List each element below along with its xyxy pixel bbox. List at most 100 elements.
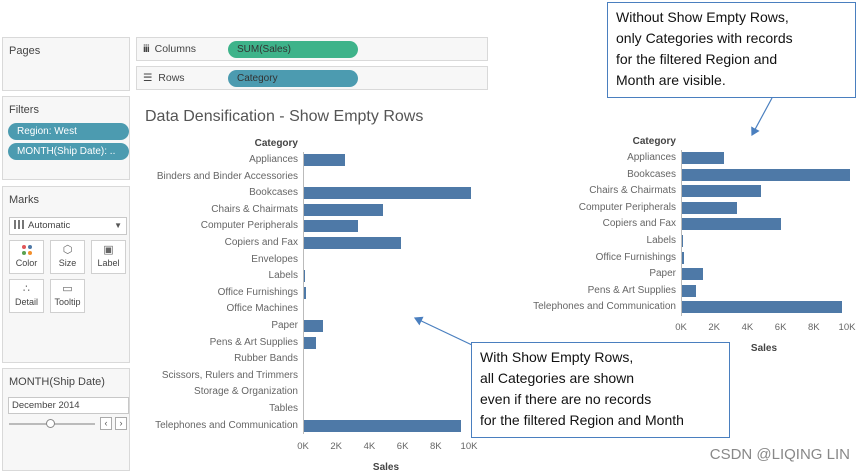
row-header: Category (632, 136, 676, 147)
quick-filter-card: MONTH(Ship Date) December 2014 ‹ › (2, 368, 130, 471)
bar (681, 201, 738, 214)
bar (303, 220, 358, 233)
chart-title: Data Densification - Show Empty Rows (145, 108, 424, 125)
bar (303, 154, 345, 166)
bar-chart-icon (14, 220, 24, 229)
tick-label: 8K (807, 322, 820, 333)
category-label: Rubber Bands (234, 353, 298, 365)
rows-label: Rows (158, 72, 185, 84)
category-label: Chairs & Chairmats (211, 203, 298, 215)
bar (681, 168, 851, 181)
bar (681, 218, 781, 231)
rows-icon: ☰ (143, 72, 153, 84)
category-label: Copiers and Fax (224, 237, 298, 248)
rows-shelf-label: ☰ Rows (143, 72, 185, 84)
slider-handle[interactable] (46, 419, 55, 428)
category-label: Pens & Art Supplies (209, 336, 298, 348)
columns-shelf[interactable]: iii Columns SUM(Sales) (136, 37, 488, 61)
pages-card: Pages (2, 37, 130, 91)
bar (681, 152, 725, 164)
watermark: CSDN @LIQING LIN (709, 446, 850, 463)
tooltip-label: Tooltip (54, 297, 81, 307)
color-icon (10, 241, 43, 258)
detail-icon: ∴ (23, 283, 30, 295)
callout-top-text: Without Show Empty Rows, only Categories… (616, 9, 793, 88)
size-icon: ⬡ (62, 244, 73, 256)
next-button[interactable]: › (115, 417, 127, 430)
category-label: Office Machines (226, 303, 298, 315)
pages-title: Pages (9, 45, 41, 57)
tick-label: 0K (297, 441, 309, 452)
category-label: Binders and Binder Accessories (156, 170, 298, 182)
category-label: Storage & Organization (194, 386, 298, 398)
tick-label: 4K (363, 441, 376, 452)
bar (303, 187, 471, 200)
previous-button[interactable]: ‹ (100, 417, 112, 430)
category-label: Paper (649, 268, 676, 280)
label-icon: ▣ (103, 244, 114, 256)
category-label: Computer Peripherals (578, 201, 676, 213)
category-label: Tables (269, 403, 298, 414)
quick-filter-value-field[interactable]: December 2014 (8, 397, 129, 414)
bar (681, 268, 703, 281)
bar (681, 251, 685, 264)
size-button[interactable]: ⬡ Size (50, 240, 85, 274)
bar (681, 284, 696, 297)
tick-label: 0K (675, 322, 687, 333)
bar (681, 235, 684, 247)
category-label: Appliances (627, 152, 676, 163)
x-axis-label: Sales (372, 462, 400, 473)
category-label: Bookcases (627, 168, 676, 180)
bar (303, 336, 317, 349)
color-label: Color (15, 258, 38, 268)
category-label: Paper (271, 320, 298, 331)
filter-pill-month[interactable]: MONTH(Ship Date): .. (8, 143, 129, 160)
category-label: Telephones and Communication (533, 301, 676, 313)
category-label: Chairs & Chairmats (589, 185, 676, 197)
label-button[interactable]: ▣ Label (91, 240, 126, 274)
tick-label: 6K (396, 441, 409, 452)
filters-card: Filters Region: West MONTH(Ship Date): .… (2, 96, 130, 180)
row-header: Category (254, 138, 298, 149)
tooltip-icon: ▭ (62, 283, 73, 295)
bar (303, 203, 383, 216)
category-label: Pens & Art Supplies (587, 284, 676, 296)
filter-pill-region[interactable]: Region: West (8, 123, 129, 140)
tick-label: 10K (460, 441, 478, 452)
quick-filter-title: MONTH(Ship Date) (9, 376, 105, 388)
tick-label: 10K (838, 322, 856, 333)
tick-label: 2K (708, 322, 720, 333)
detail-label: Detail (14, 297, 38, 307)
tick-label: 8K (429, 441, 442, 452)
callout-bottom: With Show Empty Rows, all Categories are… (471, 342, 730, 438)
arrow-top (751, 97, 773, 137)
tick-label: 4K (741, 322, 754, 333)
bar (681, 185, 761, 198)
columns-icon: iii (143, 43, 150, 55)
rows-shelf[interactable]: ☰ Rows Category (136, 66, 488, 90)
mark-type-dropdown[interactable]: Automatic ▼ (9, 217, 127, 235)
size-label: Size (58, 258, 77, 268)
columns-shelf-label: iii Columns (143, 43, 196, 55)
columns-pill[interactable]: SUM(Sales) (228, 41, 358, 58)
category-label: Telephones and Communication (155, 419, 298, 431)
tooltip-button[interactable]: ▭ Tooltip (50, 279, 85, 313)
mark-type-label: Automatic (28, 220, 71, 231)
category-label: Office Furnishings (217, 286, 298, 298)
category-label: Office Furnishings (595, 251, 676, 263)
color-button[interactable]: Color (9, 240, 44, 274)
bar (303, 237, 401, 249)
x-axis-label: Sales (750, 343, 778, 354)
rows-pill[interactable]: Category (228, 70, 358, 87)
category-label: Computer Peripherals (200, 220, 298, 232)
bar (303, 286, 307, 299)
category-label: Labels (268, 270, 298, 282)
category-label: Copiers and Fax (602, 218, 676, 230)
tick-label: 6K (774, 322, 787, 333)
arrow-bottom (413, 316, 473, 346)
marks-title: Marks (9, 194, 39, 206)
callout-bottom-text: With Show Empty Rows, all Categories are… (480, 349, 684, 428)
detail-button[interactable]: ∴ Detail (9, 279, 44, 313)
tick-label: 2K (330, 441, 342, 452)
axis-line (303, 151, 304, 434)
